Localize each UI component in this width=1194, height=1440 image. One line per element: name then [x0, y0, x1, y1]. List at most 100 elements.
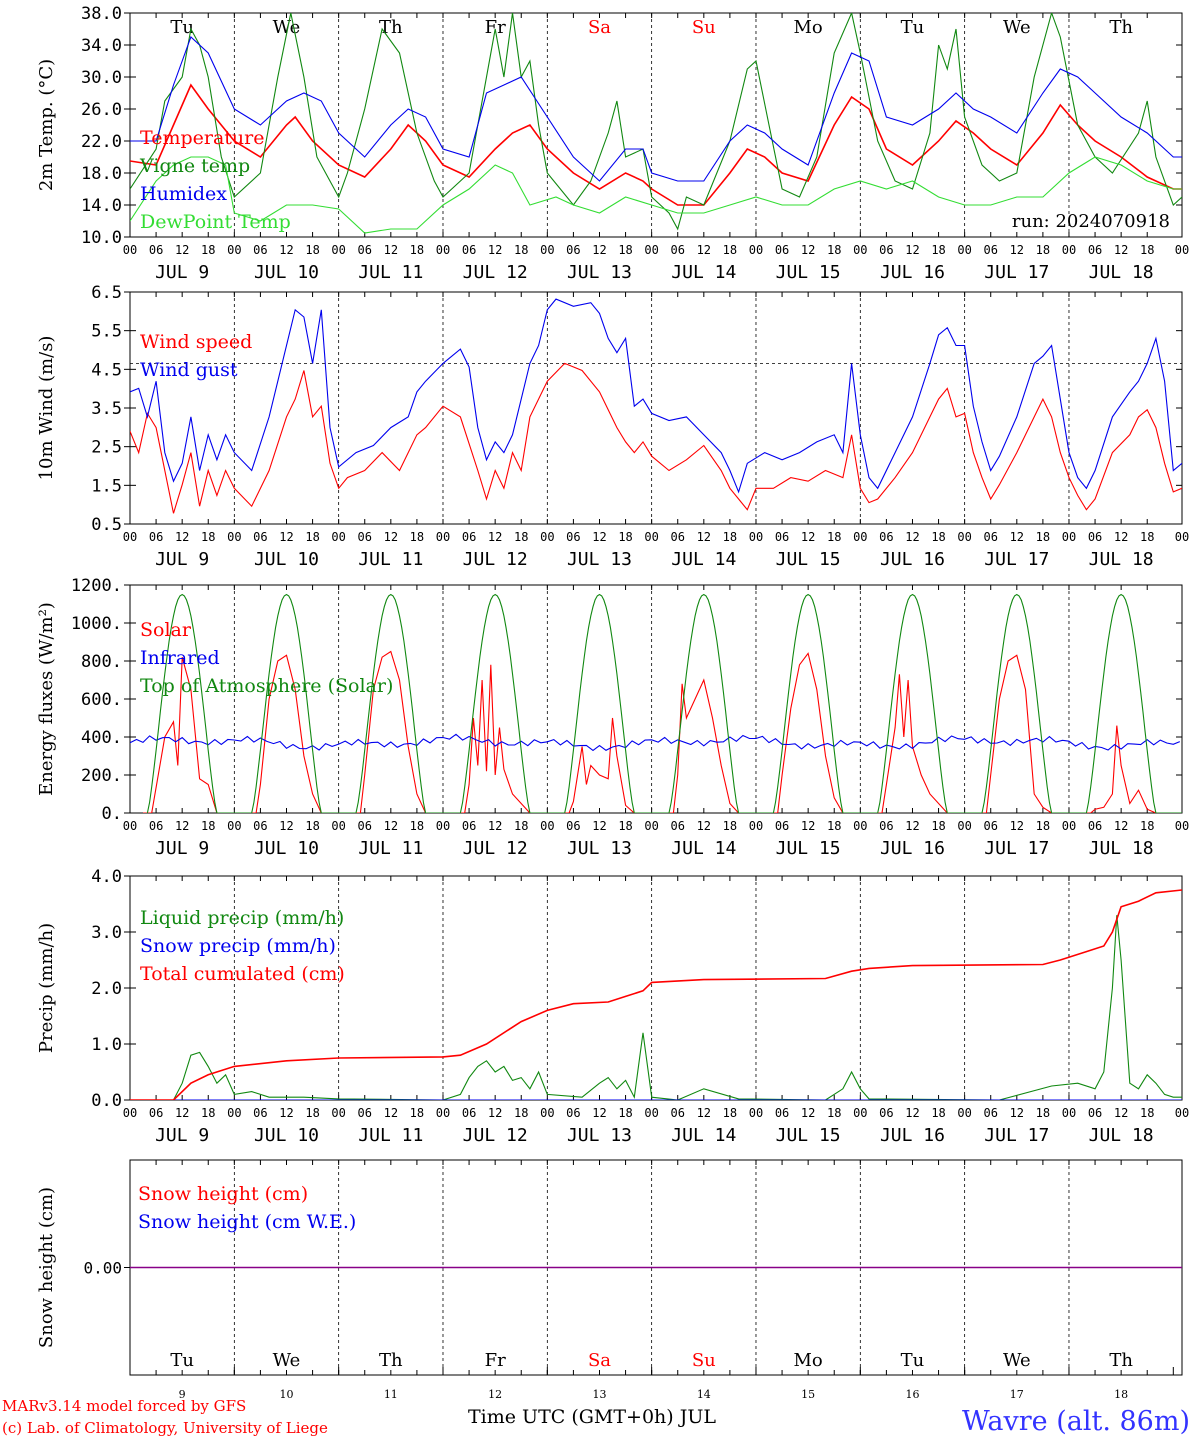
series-line-solar — [143, 650, 1182, 813]
series-line-wind-speed — [130, 362, 1182, 514]
date-label: JUL 9 — [155, 262, 209, 283]
hour-tick-label: 12 — [801, 243, 815, 257]
weekday-label: Th — [379, 17, 403, 38]
date-label: JUL 10 — [254, 262, 319, 283]
hour-tick-label: 00 — [853, 243, 867, 257]
hour-tick-label: 18 — [201, 819, 215, 833]
day-number-label: 17 — [1010, 1388, 1024, 1401]
hour-tick-label: 06 — [358, 243, 372, 257]
y-tick-label: 0.5 — [91, 515, 122, 535]
hour-tick-label: 06 — [984, 819, 998, 833]
hour-tick-label: 12 — [488, 1106, 502, 1120]
y-tick-label: 6.5 — [91, 283, 122, 303]
date-label: JUL 11 — [358, 549, 423, 570]
y-tick-label: 1000. — [71, 614, 122, 634]
panel-temperature: 10.0 14.0 18.0 22.0 26.0 30.0 34.0 38.0 2m Temp.… — [36, 4, 1189, 283]
weekday-label: Th — [1109, 1350, 1133, 1371]
hour-tick-label: 06 — [253, 1106, 267, 1120]
hour-tick-label: 12 — [175, 819, 189, 833]
day-number-label: 18 — [1114, 1388, 1128, 1401]
panel-precip: 0.0 1.0 2.0 3.0 4.0 Precip (mm/h) 00 06 12 18 00 06… — [36, 867, 1189, 1146]
hour-tick-label: 18 — [305, 243, 319, 257]
hour-tick-label: 18 — [201, 530, 215, 544]
weekday-label: Mo — [794, 1350, 823, 1371]
hour-tick-label: 12 — [905, 243, 919, 257]
series-line-wind-gust — [130, 298, 1182, 494]
hour-tick-label: 00 — [644, 1106, 658, 1120]
hour-tick-label: 00 — [1175, 1106, 1189, 1120]
legend-entry: Temperature — [140, 127, 264, 149]
series-group — [130, 889, 1182, 1100]
hour-tick-label: 18 — [723, 819, 737, 833]
y-tick-label: 200. — [81, 766, 122, 786]
hour-tick-label: 12 — [1010, 819, 1024, 833]
date-label: JUL 10 — [254, 838, 319, 859]
date-label: JUL 14 — [671, 549, 736, 570]
legend-entry: Infrared — [140, 647, 220, 669]
hour-tick-label: 18 — [931, 819, 945, 833]
hour-tick-label: 06 — [253, 530, 267, 544]
model-credit-line1: MARv3.14 model forced by GFS — [2, 1397, 246, 1415]
weekday-label: Sa — [588, 17, 611, 38]
hour-tick-label: 12 — [1114, 1106, 1128, 1120]
hour-tick-label: 18 — [201, 243, 215, 257]
date-label: JUL 12 — [463, 262, 528, 283]
date-label: JUL 12 — [463, 549, 528, 570]
hour-tick-label: 06 — [775, 243, 789, 257]
hour-tick-label: 12 — [1114, 243, 1128, 257]
series-group — [130, 13, 1182, 234]
hour-tick-label: 00 — [436, 1106, 450, 1120]
run-annotation: run: 2024070918 — [1012, 211, 1170, 232]
hour-tick-label: 00 — [1175, 819, 1189, 833]
date-label: JUL 17 — [984, 549, 1049, 570]
date-label: JUL 18 — [1089, 838, 1154, 859]
series-group — [130, 298, 1182, 514]
hour-tick-label: 06 — [149, 819, 163, 833]
day-number-label: 12 — [488, 1388, 502, 1401]
hour-tick-label: 18 — [827, 819, 841, 833]
hour-tick-label: 12 — [488, 530, 502, 544]
day-number-label: 9 — [179, 1388, 186, 1401]
date-label: JUL 16 — [880, 1125, 945, 1146]
hour-tick-label: 06 — [671, 530, 685, 544]
hour-tick-label: 00 — [123, 243, 137, 257]
hour-tick-label: 18 — [1036, 1106, 1050, 1120]
hour-tick-label: 00 — [436, 243, 450, 257]
hour-tick-label: 06 — [984, 530, 998, 544]
hour-tick-label: 12 — [384, 819, 398, 833]
date-label: JUL 18 — [1089, 549, 1154, 570]
hour-tick-label: 12 — [175, 530, 189, 544]
hour-tick-label: 18 — [931, 530, 945, 544]
y-tick-label: 800. — [81, 652, 122, 672]
date-label: JUL 15 — [776, 1125, 841, 1146]
y-axis-label: 2m Temp. (°C) — [36, 59, 57, 191]
date-label: JUL 9 — [155, 549, 209, 570]
hour-tick-label: 06 — [1088, 530, 1102, 544]
weekday-label: Su — [692, 17, 716, 38]
weekday-label: Mo — [794, 17, 823, 38]
hour-tick-label: 06 — [462, 530, 476, 544]
hour-tick-label: 18 — [827, 1106, 841, 1120]
y-tick-label: 0.0 — [91, 1091, 122, 1111]
hour-tick-label: 00 — [540, 1106, 554, 1120]
hour-tick-label: 12 — [175, 243, 189, 257]
hour-tick-label: 18 — [201, 1106, 215, 1120]
date-label: JUL 12 — [463, 838, 528, 859]
hour-tick-label: 06 — [1088, 819, 1102, 833]
series-line-liquid-precip-mm-h- — [130, 915, 1182, 1100]
hour-tick-label: 06 — [984, 1106, 998, 1120]
weekday-label: Tu — [901, 17, 925, 38]
hour-tick-label: 06 — [671, 819, 685, 833]
plot-frame — [129, 12, 1183, 238]
hour-tick-label: 00 — [1062, 243, 1076, 257]
hour-tick-label: 12 — [1114, 530, 1128, 544]
hour-tick-label: 12 — [175, 1106, 189, 1120]
series-line-dewpoint-temp — [130, 156, 1182, 234]
hour-tick-label: 06 — [462, 243, 476, 257]
hour-tick-label: 18 — [1140, 819, 1154, 833]
hour-tick-label: 18 — [1036, 819, 1050, 833]
hour-tick-label: 18 — [410, 819, 424, 833]
date-label: JUL 11 — [358, 1125, 423, 1146]
hour-tick-label: 00 — [644, 819, 658, 833]
hour-tick-label: 18 — [618, 530, 632, 544]
